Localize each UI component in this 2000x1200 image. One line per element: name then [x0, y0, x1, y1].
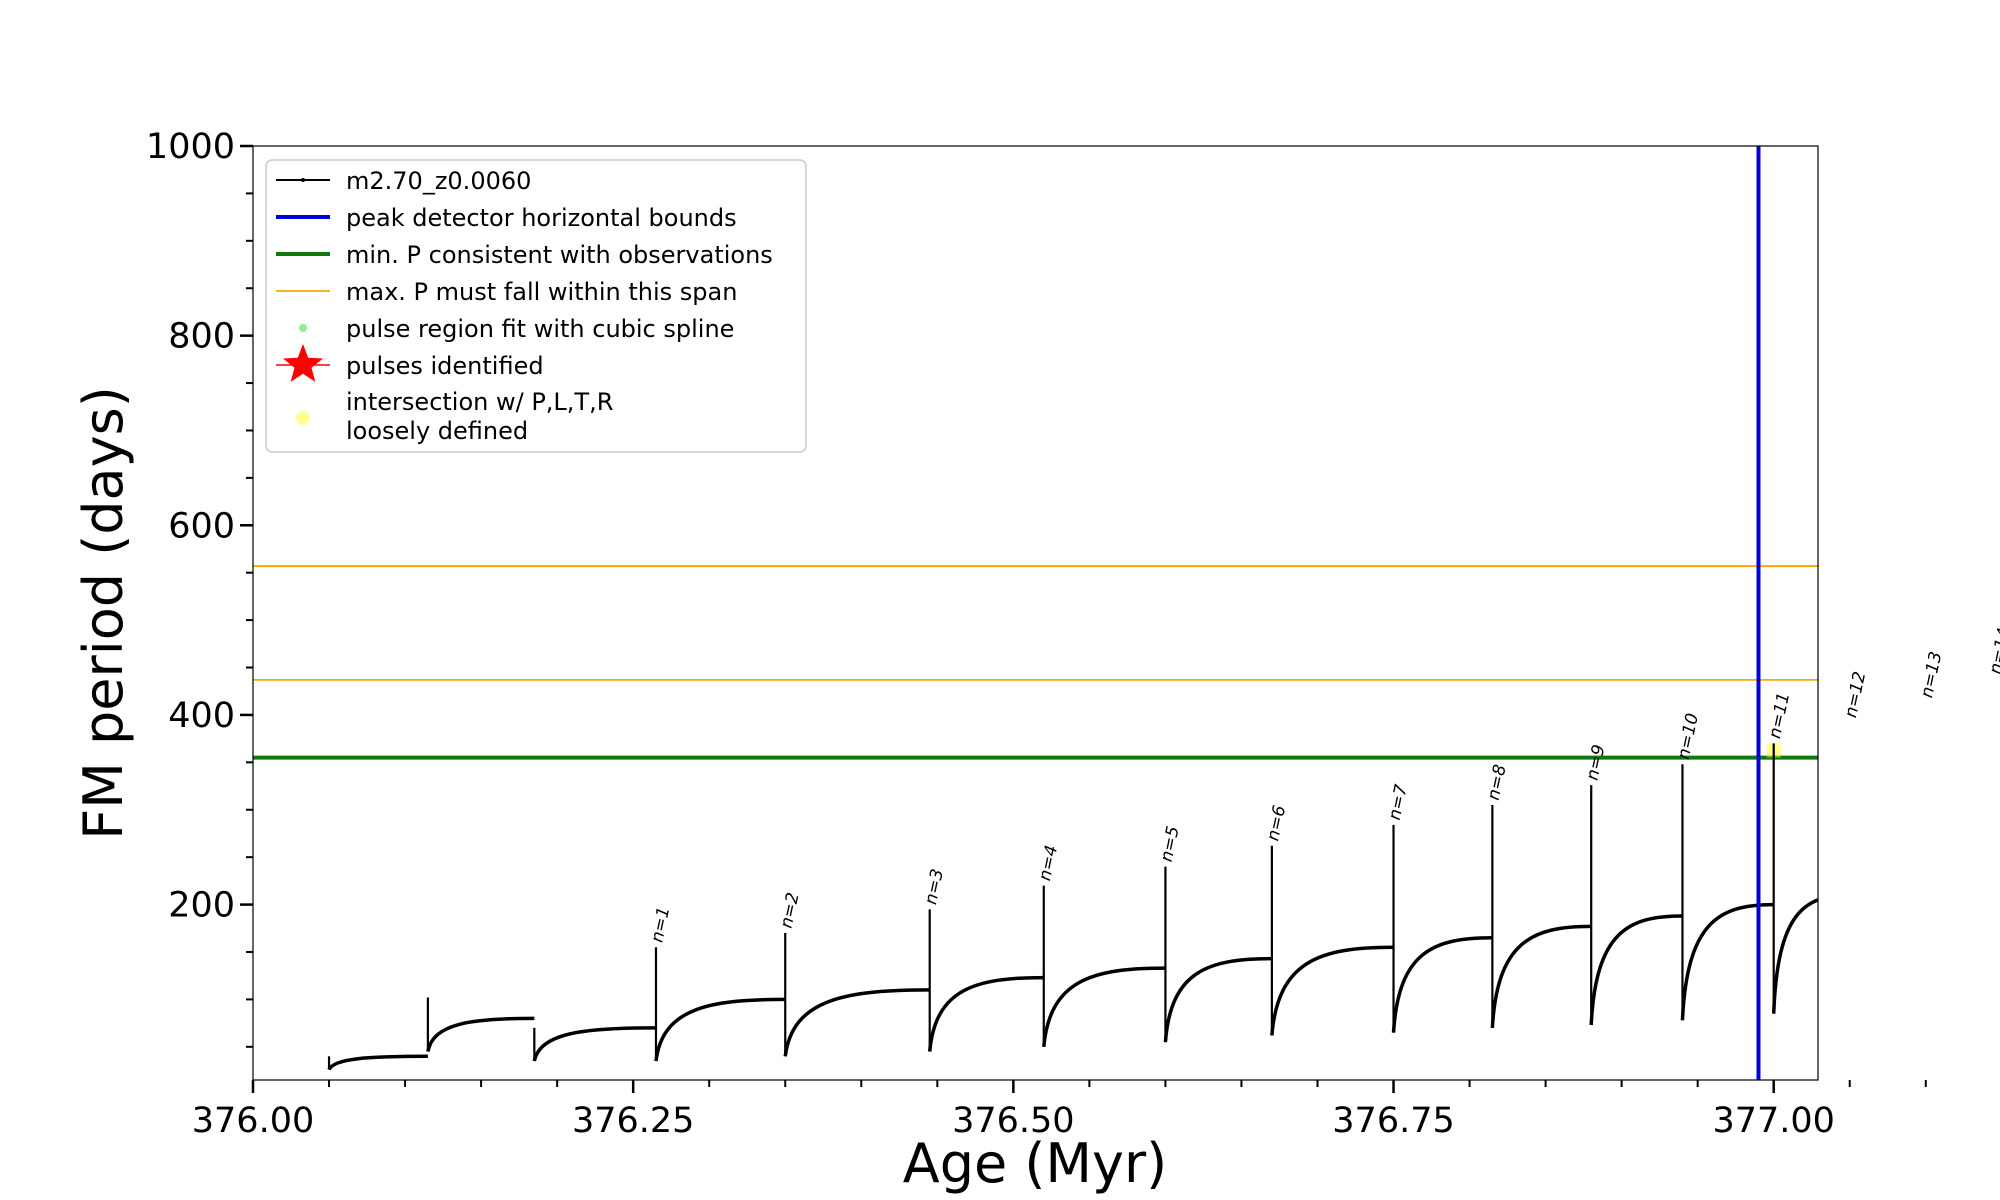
legend-star-icon — [283, 344, 323, 382]
y-tick-label: 1000 — [146, 127, 235, 167]
legend-track-label: m2.70_z0.0060 — [346, 167, 531, 195]
pulse-recovery — [1926, 876, 1994, 990]
legend-track-marker — [301, 178, 305, 182]
pulse-recovery — [1490, 924, 1592, 1028]
pulse-recovery — [1589, 914, 1683, 1026]
legend-star-label: pulses identified — [346, 352, 544, 380]
legend-intersection-label-1: intersection w/ P,L,T,R — [346, 388, 613, 416]
legend-intersection-label-2: loosely defined — [346, 417, 528, 445]
x-axis: 376.00376.25376.50376.75377.00377.25377.… — [192, 1080, 1927, 1141]
peak-detector-bounds — [1756, 146, 1761, 1080]
pulse-recovery — [1680, 902, 1774, 1021]
y-axis: 200 400 600 800 1000 — [146, 127, 253, 1048]
x-tick-label: 376.50 — [952, 1101, 1074, 1141]
x-tick-label: 376.00 — [192, 1101, 314, 1141]
y-tick-label: 600 — [168, 506, 235, 546]
pulse-recovery — [327, 1054, 428, 1071]
legend-spline-marker — [299, 324, 307, 332]
pulse-recovery — [1771, 898, 1818, 1014]
pulse-recovery — [1850, 886, 1926, 1005]
x-axis-title: Age (Myr) — [903, 1132, 1168, 1195]
plot-area — [253, 146, 2000, 1080]
legend-maxp-label: max. P must fall within this span — [346, 278, 737, 306]
pulse-label: n=13 — [1917, 650, 1946, 700]
pulse-recovery — [654, 997, 786, 1062]
y-axis-title: FM period (days) — [72, 386, 135, 840]
x-tick-label: 376.75 — [1332, 1101, 1454, 1141]
intersection-band — [1987, 679, 2000, 758]
pulse-recovery — [532, 1026, 656, 1062]
pulse-recovery — [1994, 869, 2000, 976]
pulse-recovery — [1163, 956, 1272, 1043]
pulse-recovery — [783, 988, 930, 1057]
x-tick-label: 377.00 — [1712, 1101, 1834, 1141]
x-tick-label: 376.25 — [572, 1101, 694, 1141]
y-tick-label: 400 — [168, 696, 235, 736]
reference-lines — [253, 565, 1818, 760]
pulse-recovery — [1042, 966, 1166, 1047]
pulse-recovery — [426, 1016, 535, 1052]
legend: m2.70_z0.0060 peak detector horizontal b… — [265, 159, 807, 453]
y-tick-label: 200 — [168, 886, 235, 926]
legend-intersection-marker — [296, 411, 310, 425]
legend-minp-label: min. P consistent with observations — [346, 241, 773, 269]
y-tick-label: 800 — [168, 317, 235, 357]
pulse-recovery — [1391, 936, 1493, 1033]
legend-bounds-label: peak detector horizontal bounds — [346, 204, 737, 232]
pulse-label: n=14 — [1986, 626, 2000, 676]
pulse-recovery — [927, 975, 1044, 1052]
legend-spline-label: pulse region fit with cubic spline — [346, 315, 734, 343]
intersection-band — [1843, 723, 1857, 758]
pulse-label: n=12 — [1841, 670, 1870, 720]
intersection-band — [1919, 703, 1933, 758]
plot-frame — [252, 145, 1819, 1081]
pulse-recovery — [1270, 945, 1394, 1036]
evolution-track — [327, 743, 2000, 1071]
legend-box — [265, 159, 807, 453]
